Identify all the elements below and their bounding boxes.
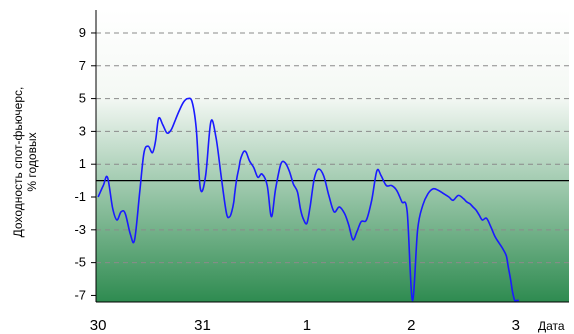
x-tick-label: 31 xyxy=(194,317,211,334)
x-tick-label: 1 xyxy=(303,317,311,334)
x-axis-label: Дата xyxy=(538,319,565,333)
series-line xyxy=(97,97,519,302)
x-tick-label: 30 xyxy=(90,317,107,334)
x-tick-label: 2 xyxy=(407,317,415,334)
y-tick-label: 7 xyxy=(79,58,86,73)
y-tick-label: 5 xyxy=(79,91,86,106)
y-tick-label: -1 xyxy=(74,189,86,204)
y-tick-label: 9 xyxy=(79,25,86,40)
series-group xyxy=(97,97,519,302)
plot-background xyxy=(96,10,569,302)
x-tick-label: 3 xyxy=(512,317,520,334)
x-tick-labels: 30 31 1 2 3 xyxy=(90,317,520,334)
y-tick-label: -7 xyxy=(74,287,86,302)
y-tick-label: 3 xyxy=(79,123,86,138)
y-axis-label-line2: % годовых xyxy=(25,132,39,191)
y-tick-label: -3 xyxy=(74,222,86,237)
y-tick-labels: 9 7 5 3 1 -1 -3 -5 -7 xyxy=(74,25,96,302)
y-tick-label: 1 xyxy=(79,156,86,171)
y-axis-label-line1: Доходность спот-фьючерс, xyxy=(11,87,25,238)
grid-lines xyxy=(96,32,569,264)
y-tick-label: -5 xyxy=(74,255,86,270)
